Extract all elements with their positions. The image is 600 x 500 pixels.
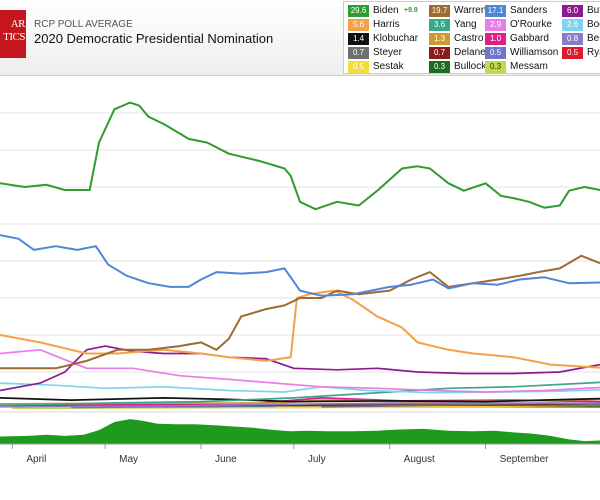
x-axis: April May June July August September [0, 443, 600, 465]
legend-name: Bullock [454, 61, 487, 72]
series-lines [0, 101, 600, 410]
legend-item-sanders[interactable]: 17.1 Sanders [485, 5, 557, 17]
x-tick-label: April [26, 454, 46, 465]
chart-header: AR TICS RCP POLL AVERAGE 2020 Democratic… [0, 0, 600, 76]
legend-item-sestak[interactable]: 0.5 Sestak [348, 61, 426, 73]
x-tick-label: June [215, 454, 237, 465]
legend-item-delaney[interactable]: 0.7 Delaney [429, 47, 491, 59]
legend-item-castro[interactable]: 1.3 Castro [429, 33, 483, 45]
legend-value: 0.5 [348, 61, 369, 73]
gridlines [0, 112, 600, 413]
legend-item-boo[interactable]: 2.6 Boo [562, 19, 600, 31]
series-line-warren [0, 254, 600, 370]
legend-name: Messam [510, 61, 548, 72]
legend-name: Sestak [373, 61, 404, 72]
legend-name: Biden [373, 5, 399, 16]
legend-value: 3.6 [429, 19, 450, 31]
legend-value: 17.1 [485, 5, 506, 17]
series-line-biden [0, 101, 600, 211]
legend-item-messam[interactable]: 0.3 Messam [485, 61, 557, 73]
legend-value: 2.6 [562, 19, 583, 31]
series-line-klobuchar [0, 397, 600, 403]
legend-name: Delaney [454, 47, 491, 58]
legend-name: Steyer [373, 47, 402, 58]
legend-item-steyer[interactable]: 0.7 Steyer [348, 47, 426, 59]
legend-item-biden[interactable]: 29.6 Biden +9.9 [348, 5, 438, 17]
legend-value: 0.5 [562, 47, 583, 59]
legend-name: O'Rourke [510, 19, 552, 30]
legend-value: 6.0 [562, 5, 583, 17]
series-line-ben [0, 402, 600, 408]
series-line-o-rourke [0, 348, 600, 393]
legend-item-williamson[interactable]: 0.5 Williamson [485, 47, 561, 59]
legend-item-gabbard[interactable]: 1.0 Gabbard [485, 33, 557, 45]
legend-value: 0.7 [429, 47, 450, 59]
legend-value: 0.7 [348, 47, 369, 59]
legend-name: Ben [587, 33, 600, 44]
series-line-yang [0, 381, 600, 407]
series-line-harris [0, 289, 600, 369]
poll-chart: April May June July August September [0, 101, 600, 465]
biden-spread-area [0, 419, 600, 444]
legend-name: Williamson [510, 47, 559, 58]
legend-name: Harris [373, 19, 400, 30]
legend-item-bullock[interactable]: 0.3 Bullock [429, 61, 487, 73]
legend-value: 2.9 [485, 19, 506, 31]
legend-name: Boo [587, 19, 600, 30]
x-tick-label: May [119, 454, 138, 465]
x-tick-label: September [500, 454, 550, 465]
legend-name: Klobuchar [373, 33, 419, 44]
legend-name: Castro [454, 33, 484, 44]
chart-kicker: RCP POLL AVERAGE [34, 19, 133, 30]
legend-name: Yang [454, 19, 477, 30]
x-tick-label: July [308, 454, 326, 465]
legend-change: +9.9 [404, 7, 418, 14]
legend-name: Gabbard [510, 33, 549, 44]
legend-value: 0.3 [485, 61, 506, 73]
legend-value: 0.5 [485, 47, 506, 59]
legend-item-orourke[interactable]: 2.9 O'Rourke [485, 19, 557, 31]
legend-item-but[interactable]: 6.0 But [562, 5, 600, 17]
legend-name: Warren [454, 5, 487, 16]
legend-item-yang[interactable]: 3.6 Yang [429, 19, 483, 31]
legend-value: 29.6 [348, 5, 369, 17]
chart-title: 2020 Democratic Presidential Nomination [34, 31, 274, 46]
spread-area [0, 419, 600, 444]
series-line-sanders [0, 234, 600, 297]
legend-item-klobuchar[interactable]: 1.4 Klobuchar [348, 33, 428, 45]
x-tick-label: August [404, 454, 435, 465]
chart-legend: 29.6 Biden +9.9 19.7 Warren 17.1 Sanders… [343, 1, 600, 74]
legend-value: 1.4 [348, 33, 369, 45]
legend-value: 1.3 [429, 33, 450, 45]
legend-item-warren[interactable]: 19.7 Warren [429, 5, 501, 17]
legend-name: But [587, 5, 600, 16]
legend-value: 0.3 [429, 61, 450, 73]
legend-item-harris[interactable]: 5.6 Harris [348, 19, 426, 31]
legend-value: 0.8 [562, 33, 583, 45]
legend-name: Sanders [510, 5, 548, 16]
legend-value: 1.0 [485, 33, 506, 45]
legend-item-rya[interactable]: 0.5 Rya [562, 47, 600, 59]
legend-item-ben[interactable]: 0.8 Ben [562, 33, 600, 45]
legend-value: 5.6 [348, 19, 369, 31]
legend-value: 19.7 [429, 5, 450, 17]
rcp-logo: AR TICS [0, 10, 26, 58]
legend-name: Rya [587, 47, 600, 58]
